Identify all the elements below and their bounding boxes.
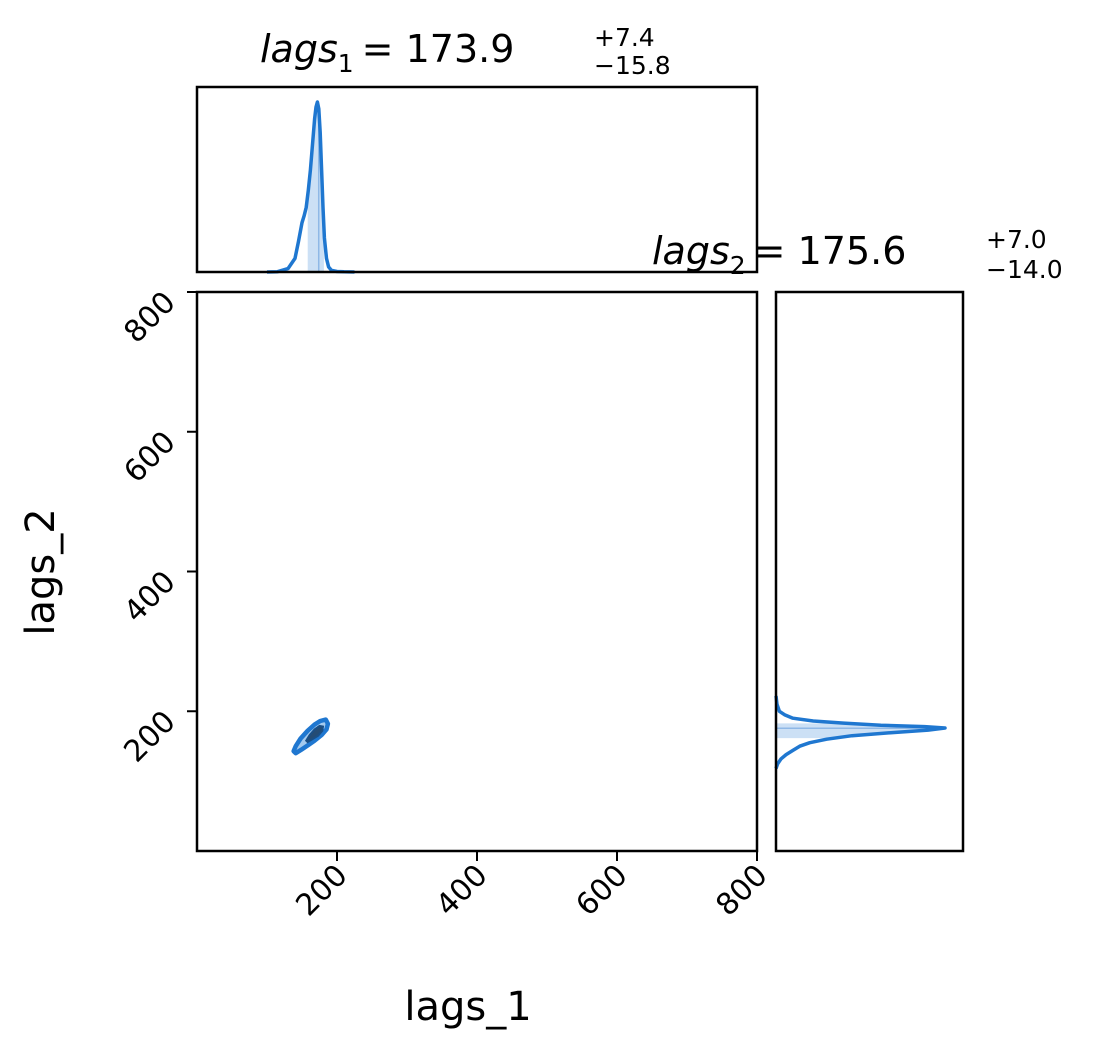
y-tick-label-2: 400 <box>117 564 182 629</box>
joint-frame <box>195 290 759 853</box>
title-lags-1-upper: +7.4 <box>594 23 655 52</box>
joint-lags-panel: 200 400 600 800 200 400 600 800 <box>117 285 774 923</box>
marginal-lags-1-panel <box>195 85 759 274</box>
x-tick-label-3: 600 <box>569 858 634 923</box>
title-lags-1: lags1 = 173.9 <box>260 27 514 78</box>
x-tick-label-4: 800 <box>709 858 774 923</box>
x-tick-label-2: 400 <box>429 858 494 923</box>
title-lags-2-upper: +7.0 <box>986 225 1047 254</box>
y-tick-label-3: 600 <box>117 425 182 490</box>
y-tick-label-4: 800 <box>117 285 182 350</box>
x-axis-label: lags_1 <box>404 984 531 1030</box>
x-tick-label-1: 200 <box>289 858 354 923</box>
density-curve-lags-2 <box>774 695 947 770</box>
density-curve-lags-1 <box>266 100 355 274</box>
y-axis-label: lags_2 <box>18 508 64 635</box>
marginal-lags-1-frame <box>195 85 759 274</box>
title-lags-2: lags2 = 175.6 <box>652 229 906 280</box>
title-lags-1-lower: −15.8 <box>594 51 671 80</box>
marginal-lags-2-frame <box>774 290 965 853</box>
contour-inner <box>304 724 325 744</box>
marginal-lags-2-panel <box>774 290 965 853</box>
y-tick-label-1: 200 <box>117 704 182 769</box>
title-lags-2-lower: −14.0 <box>986 255 1063 284</box>
